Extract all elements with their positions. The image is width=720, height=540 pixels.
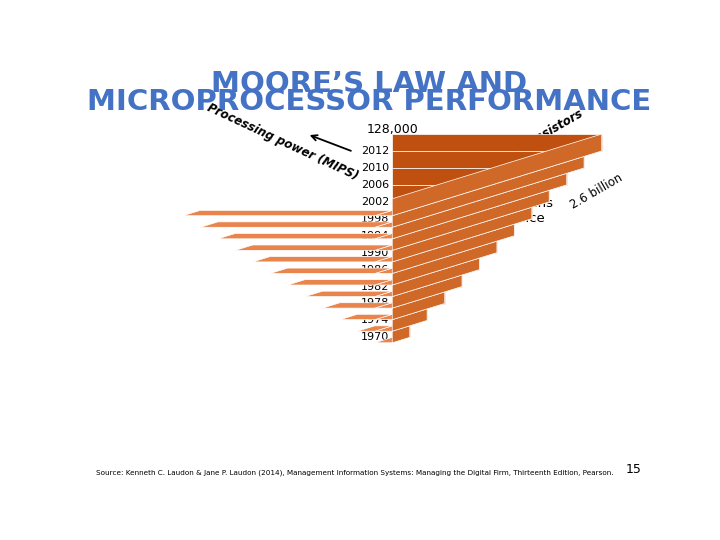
Text: 2010: 2010	[361, 163, 389, 173]
Polygon shape	[392, 185, 549, 251]
Polygon shape	[392, 303, 427, 331]
Polygon shape	[287, 280, 392, 285]
Polygon shape	[340, 314, 392, 320]
Text: Moore’s Law Means
More Performance: Moore’s Law Means More Performance	[423, 197, 553, 225]
Text: 2.6 billion: 2.6 billion	[568, 171, 625, 211]
Polygon shape	[183, 211, 392, 215]
Text: 1986: 1986	[361, 265, 389, 275]
Polygon shape	[392, 320, 410, 343]
Polygon shape	[200, 222, 392, 227]
Text: 1998: 1998	[361, 214, 389, 224]
Polygon shape	[392, 202, 532, 262]
Polygon shape	[392, 185, 549, 202]
Polygon shape	[392, 303, 427, 320]
Polygon shape	[392, 287, 444, 320]
Polygon shape	[392, 269, 462, 287]
Polygon shape	[392, 219, 514, 273]
Polygon shape	[218, 233, 392, 239]
Polygon shape	[392, 151, 584, 227]
Polygon shape	[375, 253, 497, 285]
Polygon shape	[375, 202, 549, 251]
Text: MICROPROCESSOR PERFORMANCE: MICROPROCESSOR PERFORMANCE	[87, 88, 651, 116]
Text: 1990: 1990	[361, 248, 389, 258]
Polygon shape	[392, 134, 601, 215]
Polygon shape	[392, 287, 444, 303]
Text: Number of transistors: Number of transistors	[452, 107, 585, 192]
Polygon shape	[270, 268, 392, 273]
Text: Processing power (MIPS): Processing power (MIPS)	[204, 101, 360, 183]
Polygon shape	[375, 219, 532, 262]
Polygon shape	[375, 303, 444, 320]
Polygon shape	[375, 338, 410, 343]
Polygon shape	[392, 134, 601, 151]
Polygon shape	[392, 202, 532, 219]
Polygon shape	[392, 236, 497, 253]
Text: 2012: 2012	[361, 146, 389, 156]
Polygon shape	[375, 236, 514, 273]
Polygon shape	[323, 303, 392, 308]
Text: 15: 15	[626, 463, 642, 476]
Polygon shape	[375, 151, 601, 215]
Text: 1974: 1974	[361, 315, 389, 326]
Polygon shape	[357, 326, 392, 331]
Polygon shape	[375, 287, 462, 308]
Text: 128,000: 128,000	[366, 123, 418, 136]
Text: 1978: 1978	[361, 299, 389, 308]
Polygon shape	[375, 320, 427, 331]
Text: Source: Kenneth C. Laudon & Jane P. Laudon (2014), Management Information System: Source: Kenneth C. Laudon & Jane P. Laud…	[96, 469, 613, 476]
Polygon shape	[392, 168, 567, 239]
Polygon shape	[392, 269, 462, 308]
Polygon shape	[392, 219, 514, 236]
Polygon shape	[392, 168, 567, 185]
Polygon shape	[392, 253, 480, 296]
Polygon shape	[235, 245, 392, 251]
Text: 2006: 2006	[361, 180, 389, 190]
Text: 1994: 1994	[361, 231, 389, 241]
Polygon shape	[392, 151, 584, 168]
Polygon shape	[392, 320, 410, 338]
Polygon shape	[305, 291, 392, 296]
Polygon shape	[392, 253, 480, 269]
Polygon shape	[253, 256, 392, 262]
Text: 2002: 2002	[361, 197, 389, 207]
Polygon shape	[375, 185, 567, 239]
Polygon shape	[392, 236, 497, 285]
Polygon shape	[375, 168, 584, 227]
Text: 1970: 1970	[361, 333, 389, 342]
Text: 1982: 1982	[361, 281, 389, 292]
Polygon shape	[375, 269, 480, 296]
Text: MOORE’S LAW AND: MOORE’S LAW AND	[211, 70, 527, 98]
